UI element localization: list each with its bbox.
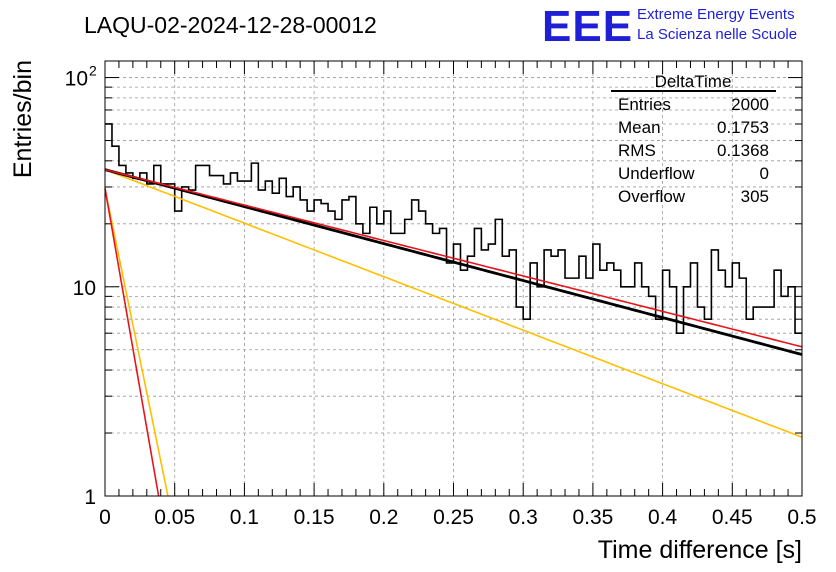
x-axis-label: Time difference [s] — [598, 536, 802, 564]
logo-line-1: Extreme Energy Events — [637, 6, 795, 23]
x-tick-labels: 0 0.05 0.1 0.15 0.2 0.25 0.3 0.35 0.4 0.45 0.5 — [99, 506, 816, 529]
eee-logo: EEE Extreme Energy Events La Scienza nel… — [542, 2, 797, 51]
x-tick-label: 0.05 — [154, 506, 195, 529]
fit-curve — [104, 168, 803, 348]
logo-text: EEE — [542, 2, 633, 51]
stats-label: Overflow — [618, 187, 686, 206]
plot-frame — [104, 60, 803, 497]
fit-curve — [104, 168, 803, 356]
x-tick-label: 0.25 — [433, 506, 474, 529]
fit-curve — [104, 188, 160, 497]
fit-curves — [104, 168, 803, 497]
fit-curve — [104, 168, 803, 438]
stats-box: DeltaTime Entries 2000 Mean 0.1753 RMS 0.1368… — [611, 72, 776, 206]
x-tick-label: 0.4 — [648, 506, 678, 529]
y-axis-label: Entries/bin — [9, 60, 37, 178]
stats-value: 305 — [741, 187, 769, 206]
stats-value: 0 — [760, 164, 769, 183]
y-tick-exponent: 2 — [89, 63, 97, 79]
x-tick-label: 0.15 — [294, 506, 335, 529]
y-tick-label: 10 — [65, 68, 88, 91]
chart-title: LAQU-02-2024-12-28-00012 — [84, 12, 377, 38]
y-tick-label: 1 — [84, 486, 96, 509]
x-tick-label: 0.1 — [230, 506, 259, 529]
stats-value: 0.1368 — [717, 141, 769, 160]
histogram-step-line — [105, 123, 802, 334]
x-tick-label: 0.3 — [509, 506, 538, 529]
stats-label: Mean — [618, 118, 661, 137]
x-tick-label: 0.5 — [787, 506, 816, 529]
stats-value: 2000 — [731, 95, 769, 114]
x-tick-label: 0.2 — [369, 506, 398, 529]
x-tick-label: 0.45 — [712, 506, 753, 529]
x-tick-label: 0 — [99, 506, 111, 529]
logo-line-2: La Scienza nelle Scuole — [637, 26, 797, 43]
y-tick-label: 10 — [73, 277, 96, 300]
grid-lines — [105, 61, 802, 496]
stats-title: DeltaTime — [655, 72, 732, 91]
x-tick-label: 0.35 — [572, 506, 613, 529]
fit-curve — [104, 188, 169, 497]
stats-label: Underflow — [618, 164, 695, 183]
stats-label: Entries — [618, 95, 671, 114]
stats-label: RMS — [618, 141, 656, 160]
stats-value: 0.1753 — [717, 118, 769, 137]
histogram-bars — [105, 123, 802, 334]
